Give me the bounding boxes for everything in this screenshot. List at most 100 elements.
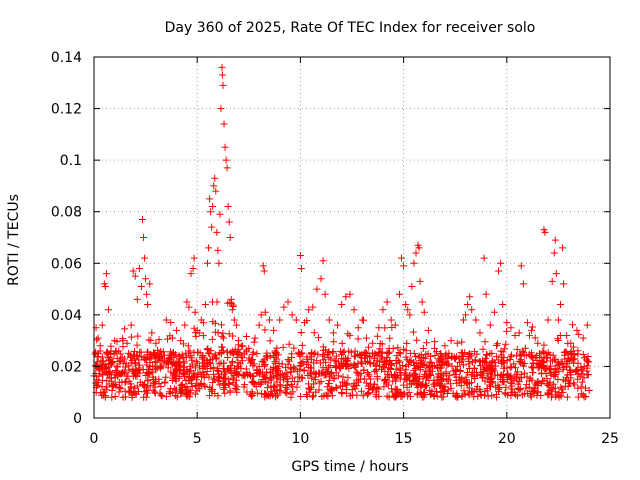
- data-point: [340, 347, 348, 355]
- data-point: [326, 386, 334, 394]
- data-point: [313, 285, 321, 293]
- data-point: [574, 384, 582, 392]
- data-point: [421, 355, 429, 363]
- data-point: [468, 306, 476, 314]
- data-point: [190, 324, 198, 332]
- data-point: [569, 343, 577, 351]
- data-point: [338, 354, 346, 362]
- data-point: [94, 334, 102, 342]
- data-point: [115, 370, 123, 378]
- data-point: [211, 328, 219, 336]
- data-point: [559, 388, 567, 396]
- data-point: [369, 339, 377, 347]
- data-point: [133, 295, 141, 303]
- data-point: [365, 372, 373, 380]
- data-point: [105, 357, 113, 365]
- data-point: [287, 368, 295, 376]
- data-point: [140, 393, 148, 401]
- plot-frame: [93, 56, 611, 419]
- data-point: [511, 372, 519, 380]
- x-tick-label: 20: [498, 431, 516, 447]
- data-point: [410, 349, 418, 357]
- data-point: [333, 384, 341, 392]
- data-point: [207, 347, 215, 355]
- data-point: [97, 357, 105, 365]
- data-point: [493, 342, 501, 350]
- data-point: [494, 340, 502, 348]
- data-point: [167, 358, 175, 366]
- data-point: [412, 353, 420, 361]
- data-point: [162, 316, 170, 324]
- data-point: [113, 362, 121, 370]
- data-point: [437, 388, 445, 396]
- data-point: [433, 379, 441, 387]
- data-point: [565, 379, 573, 387]
- data-point: [122, 360, 130, 368]
- data-point: [295, 350, 303, 358]
- data-point: [580, 374, 588, 382]
- data-point: [443, 361, 451, 369]
- data-point: [414, 375, 422, 383]
- data-point: [98, 353, 106, 361]
- data-point: [377, 349, 385, 357]
- data-points: [90, 63, 593, 401]
- data-point: [462, 373, 470, 381]
- data-point: [404, 392, 412, 400]
- data-point: [507, 392, 515, 400]
- data-point: [513, 392, 521, 400]
- data-point: [305, 385, 313, 393]
- data-point: [400, 262, 408, 270]
- data-point: [472, 386, 480, 394]
- data-point: [385, 364, 393, 372]
- data-point: [208, 223, 216, 231]
- data-point: [564, 376, 572, 384]
- data-point: [541, 228, 549, 236]
- data-point: [528, 326, 536, 334]
- data-point: [126, 351, 134, 359]
- data-point: [507, 324, 515, 332]
- data-point: [351, 385, 359, 393]
- data-point: [317, 377, 325, 385]
- data-point: [192, 357, 200, 365]
- data-point: [373, 383, 381, 391]
- y-tick-label: 0.02: [51, 359, 82, 375]
- data-point: [376, 358, 384, 366]
- data-point: [247, 357, 255, 365]
- data-point: [503, 319, 511, 327]
- data-point: [418, 359, 426, 367]
- data-point: [438, 352, 446, 360]
- data-point: [98, 383, 106, 391]
- data-point: [165, 388, 173, 396]
- data-point: [267, 369, 275, 377]
- data-point: [508, 363, 516, 371]
- data-point: [360, 354, 368, 362]
- data-point: [213, 228, 221, 236]
- data-point: [492, 390, 500, 398]
- data-point: [123, 372, 131, 380]
- data-point: [209, 203, 217, 211]
- data-point: [113, 338, 121, 346]
- data-point: [332, 383, 340, 391]
- data-point: [162, 373, 170, 381]
- data-point: [554, 316, 562, 324]
- data-point: [519, 280, 527, 288]
- data-point: [555, 360, 563, 368]
- data-point: [332, 352, 340, 360]
- data-point: [418, 393, 426, 401]
- data-point: [108, 359, 116, 367]
- data-point: [171, 362, 179, 370]
- data-point: [363, 391, 371, 399]
- data-point: [410, 259, 418, 267]
- data-point: [396, 389, 404, 397]
- data-point: [466, 350, 474, 358]
- data-point: [296, 362, 304, 370]
- data-point: [518, 371, 526, 379]
- data-point: [381, 324, 389, 332]
- data-point: [319, 343, 327, 351]
- data-point: [119, 335, 127, 343]
- data-point: [409, 377, 417, 385]
- data-point: [398, 254, 406, 262]
- data-point: [180, 363, 188, 371]
- data-point: [205, 244, 213, 252]
- data-point: [325, 316, 333, 324]
